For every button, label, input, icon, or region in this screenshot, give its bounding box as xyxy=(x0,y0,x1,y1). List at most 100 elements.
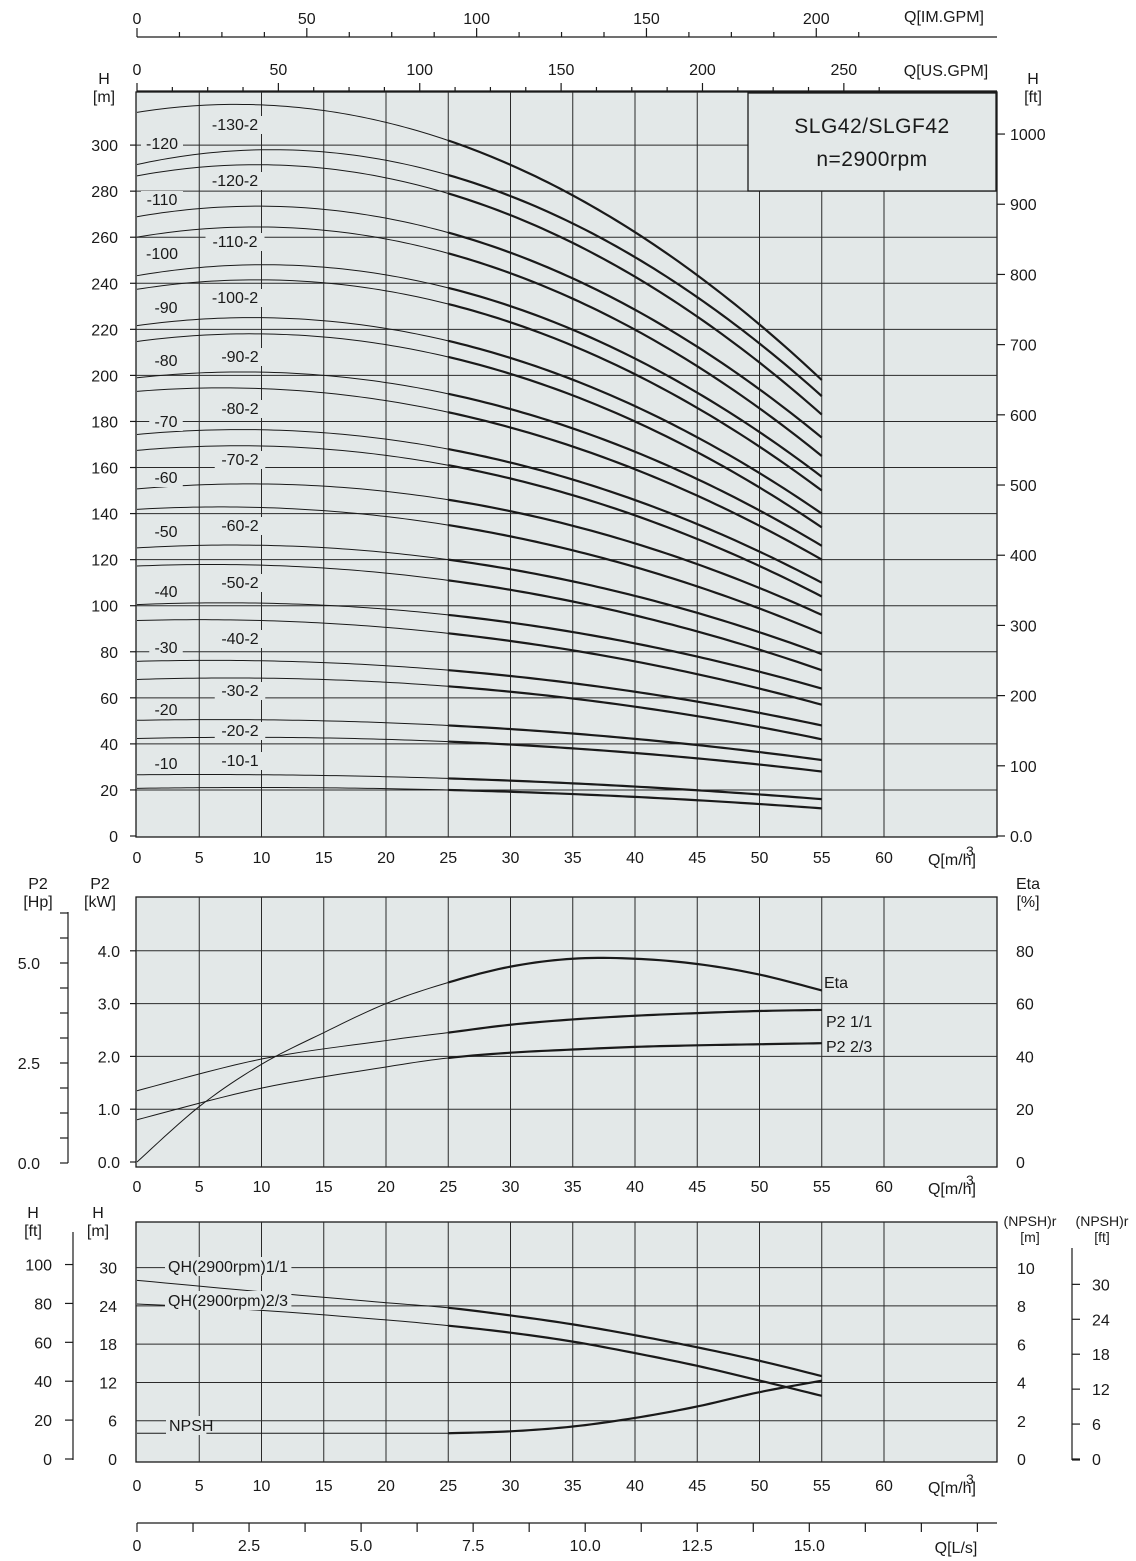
qh-two-thirds-series-label-bg xyxy=(165,1291,292,1310)
head-series-label-bg xyxy=(141,191,183,209)
us-gpm-tick-label: 250 xyxy=(830,62,857,79)
head-y-axis-label: [m] xyxy=(93,89,115,106)
power-kw-tick-label: 3.0 xyxy=(98,997,120,1014)
qh-two-thirds-series-label: QH(2900rpm)2/3 xyxy=(168,1293,288,1310)
head-series-label-bg xyxy=(149,639,183,657)
power-hp-axis-label: P2 xyxy=(28,876,48,893)
head-x-tick-label: 55 xyxy=(813,850,831,867)
head-y-tick-label: 160 xyxy=(91,461,118,478)
head-series-label-bg xyxy=(214,517,266,535)
model-title-frame xyxy=(747,92,997,192)
head-curve-40-2-high xyxy=(448,632,823,706)
head-x-tick-label: 5 xyxy=(195,850,204,867)
power-x-tick-label: 60 xyxy=(875,1179,893,1196)
npsh-m-axis-label: [m] xyxy=(1020,1229,1039,1245)
head-curve-120-low xyxy=(136,149,449,176)
power-x-axis-sup: 3 xyxy=(966,1172,974,1188)
head-y-tick-label: 280 xyxy=(91,184,118,201)
npsh-hm-tick-label: 0 xyxy=(108,1452,117,1469)
power-eta-axis-label: Eta xyxy=(1016,876,1040,893)
head-curve-110-high xyxy=(447,231,823,439)
head-right-tick-label: 200 xyxy=(1010,689,1037,706)
head-series-label-bg xyxy=(205,116,265,134)
ls-tick-label: 0 xyxy=(133,1538,142,1555)
npsh-ft-tick-label: 0 xyxy=(1092,1452,1101,1469)
head-curve-80-2-high xyxy=(448,411,823,561)
model-title-box: SLG42/SLGF42 n=2900rpm xyxy=(747,92,997,192)
head-series-label: -80-2 xyxy=(221,401,258,418)
head-y-tick-label: 60 xyxy=(100,691,118,708)
npsh-x-tick-label: 15 xyxy=(315,1478,333,1495)
head-y-tick-label: 0 xyxy=(109,829,118,846)
npsh-hft-tick-label: 40 xyxy=(34,1374,52,1391)
npsh-m-tick-label: 10 xyxy=(1017,1261,1035,1278)
qh-two-thirds-curve-high xyxy=(448,1324,823,1397)
head-series-label: -100-2 xyxy=(212,290,258,307)
head-curve-100-high xyxy=(447,286,823,478)
head-curve-30-high xyxy=(448,669,822,727)
head-series-label: -60-2 xyxy=(221,518,258,535)
head-curve-60-2-low xyxy=(136,506,449,526)
head-y-tick-label: 80 xyxy=(100,645,118,662)
head-y-tick-label: 100 xyxy=(91,599,118,616)
head-series-label: -130-2 xyxy=(212,117,258,134)
power-kw-tick-label: 4.0 xyxy=(98,944,120,961)
npsh-x-tick-label: 60 xyxy=(875,1478,893,1495)
head-x-tick-label: 35 xyxy=(564,850,582,867)
head-curve-120-2-high xyxy=(447,192,823,416)
head-curve-90-high xyxy=(447,339,823,515)
ls-tick-label: 10.0 xyxy=(570,1538,601,1555)
npsh-m-tick-label: 8 xyxy=(1017,1299,1026,1316)
head-series-label: -80 xyxy=(154,353,177,370)
ls-tick-label: 7.5 xyxy=(462,1538,484,1555)
head-right-tick-label: 900 xyxy=(1010,197,1037,214)
head-x-tick-label: 40 xyxy=(626,850,644,867)
head-curve-30-2-high xyxy=(448,685,822,741)
power-x-tick-label: 40 xyxy=(626,1179,644,1196)
head-curve-60-high xyxy=(448,498,823,616)
head-series-label-bg xyxy=(149,583,183,601)
npsh-hm-axis-label: [m] xyxy=(87,1223,109,1240)
us-gpm-tick-label: 100 xyxy=(406,62,433,79)
npsh-hft-tick-label: 100 xyxy=(25,1258,52,1275)
head-series-label: -120 xyxy=(146,136,178,153)
head-series-label-bg xyxy=(205,289,265,307)
power-kw-tick-label: 1.0 xyxy=(98,1102,120,1119)
npsh-hft-tick-label: 80 xyxy=(34,1296,52,1313)
head-series-label: -50 xyxy=(154,524,177,541)
head-x-tick-label: 30 xyxy=(502,850,520,867)
head-series-label-bg xyxy=(141,245,183,263)
us-gpm-axis-label: Q[US.GPM] xyxy=(904,63,988,80)
head-series-label: -110-2 xyxy=(212,234,257,251)
npsh-hm-tick-label: 30 xyxy=(99,1261,117,1278)
head-curve-50-2-low xyxy=(136,563,449,581)
head-curve-50-high xyxy=(448,558,823,656)
head-right-tick-label: 600 xyxy=(1010,408,1037,425)
head-y-tick-label: 40 xyxy=(100,737,118,754)
head-curve-30-2-low xyxy=(136,677,449,687)
p2-two-thirds-curve-high xyxy=(448,1042,822,1060)
im-gpm-tick-label: 150 xyxy=(633,11,660,28)
head-curve-90-2-low xyxy=(136,333,449,358)
head-right-tick-label: 800 xyxy=(1010,267,1037,284)
npsh-x-tick-label: 20 xyxy=(377,1478,395,1495)
im-gpm-tick-label: 100 xyxy=(463,11,490,28)
npsh-ft-tick-label: 6 xyxy=(1092,1417,1101,1434)
ls-axis-label: Q[L/s] xyxy=(935,1540,978,1557)
head-series-label: -120-2 xyxy=(212,173,258,190)
head-series-label: -40 xyxy=(154,584,177,601)
head-curve-10-high xyxy=(448,777,822,801)
qh-full-curve-low xyxy=(136,1279,449,1309)
head-curve-50-2-high xyxy=(448,579,823,672)
power-x-tick-label: 45 xyxy=(688,1179,706,1196)
im-gpm-tick-label: 200 xyxy=(803,11,830,28)
head-curve-10-low xyxy=(136,773,449,779)
head-series-label-bg xyxy=(149,352,183,370)
head-curve-20-2-low xyxy=(136,736,449,743)
power-x-tick-label: 15 xyxy=(315,1179,333,1196)
head-series-label-bg xyxy=(214,630,266,648)
power-x-tick-label: 50 xyxy=(751,1179,769,1196)
power-hp-tick-label: 2.5 xyxy=(18,1056,40,1073)
head-series-label: -30 xyxy=(154,640,177,657)
npsh-m-tick-label: 2 xyxy=(1017,1414,1026,1431)
